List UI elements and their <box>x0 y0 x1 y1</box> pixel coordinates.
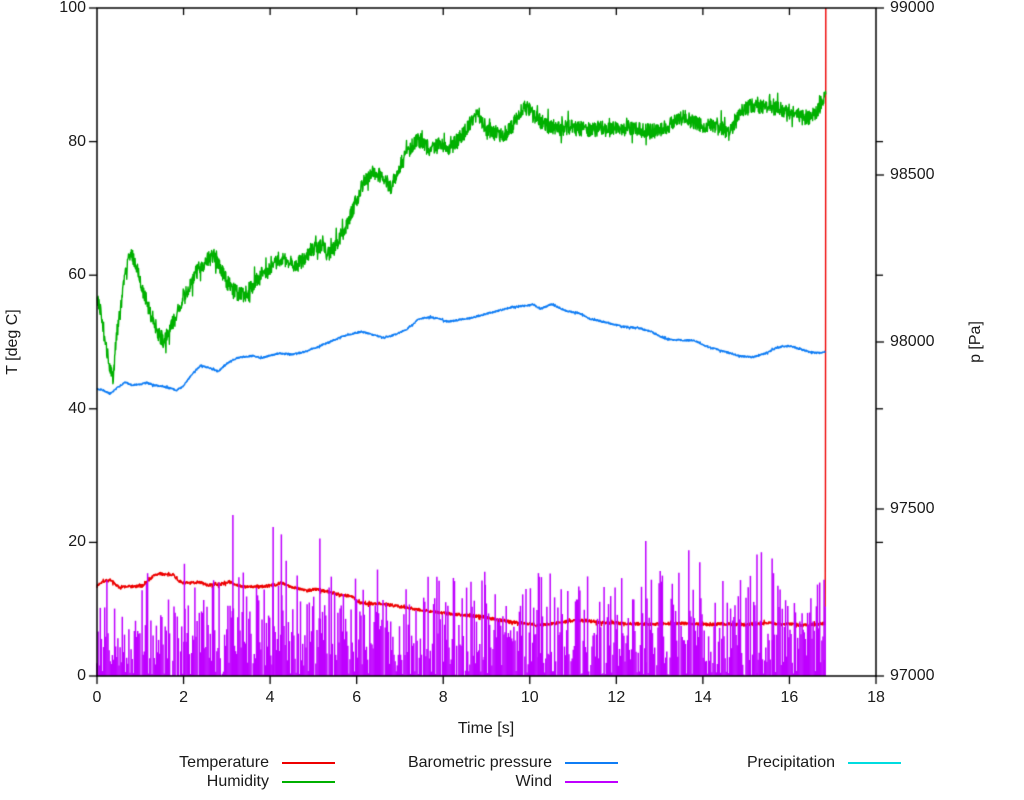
y2-tick-label: 99000 <box>890 0 935 16</box>
x-tick-label: 4 <box>265 689 275 706</box>
x-tick-label: 18 <box>867 689 885 706</box>
legend-label-temperature: Temperature <box>179 754 269 771</box>
x-tick-label: 8 <box>438 689 448 706</box>
y-tick-label: 0 <box>77 667 86 684</box>
y-tick-label: 40 <box>68 399 86 417</box>
y2-tick-label: 98500 <box>890 166 935 183</box>
y2-tick-label: 97000 <box>890 667 935 684</box>
x-tick-label: 6 <box>352 689 362 706</box>
y-tick-label: 100 <box>59 0 86 16</box>
legend-line-temperature <box>282 762 335 764</box>
x-tick-label: 0 <box>92 689 102 706</box>
y-tick-label: 60 <box>68 266 86 284</box>
legend-label-humidity: Humidity <box>206 772 269 790</box>
y-tick-label: 80 <box>68 132 86 150</box>
y-axis-title: T [deg C] <box>4 309 21 375</box>
legend-line-humidity <box>282 780 335 783</box>
x-tick-label: 2 <box>179 689 188 706</box>
x-tick-label: 12 <box>607 689 626 706</box>
legend-label-precipitation: Precipitation <box>746 754 835 771</box>
legend-label-barometric-pressure: Barometric pressure <box>407 754 552 771</box>
x-tick-label: 14 <box>693 689 712 706</box>
legend-line-barometric-pressure <box>565 762 618 764</box>
x-axis-title: Time [s] <box>457 720 515 737</box>
legend-line-precipitation <box>848 762 901 764</box>
y2-tick-label: 98000 <box>890 333 935 350</box>
legend-label-wind: Wind <box>515 772 552 790</box>
legend-line-wind <box>565 780 618 783</box>
y2-tick-label: 97500 <box>890 500 935 517</box>
x-tick-label: 16 <box>780 689 799 706</box>
y-tick-label: 20 <box>68 533 86 551</box>
x-tick-label: 10 <box>520 689 539 706</box>
